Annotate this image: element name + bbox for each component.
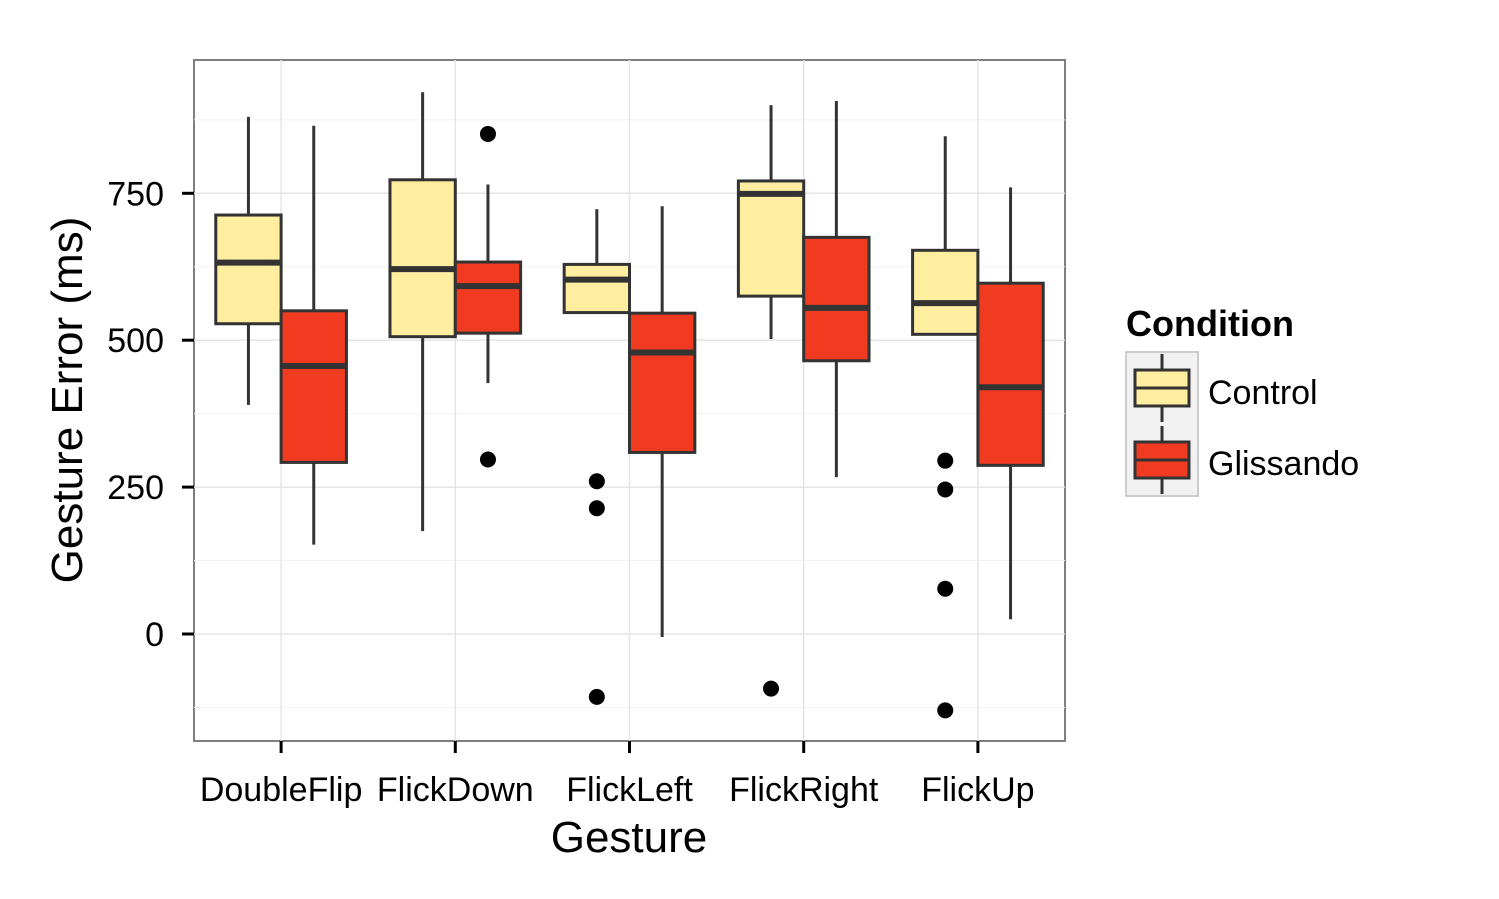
y-axis: 0 250 500 750 (107, 175, 194, 654)
legend-title: Condition (1126, 303, 1294, 344)
legend: Condition Control Glissando (1125, 303, 1359, 497)
box-glissando-flickright (802, 101, 871, 478)
box-body (802, 235, 871, 363)
y-tick-label: 0 (145, 616, 164, 654)
x-tick-label: FlickLeft (566, 771, 693, 809)
box-control-flickright (736, 105, 806, 697)
box-glissando-flickleft (628, 206, 697, 637)
box-control-doubleflip (214, 116, 283, 405)
legend-key-control (1133, 354, 1191, 422)
y-tick-label: 500 (107, 322, 164, 360)
box-control-flickleft (562, 209, 631, 705)
box-glissando-flickdown (453, 125, 523, 468)
legend-key-glissando (1133, 426, 1191, 494)
y-axis-title: Gesture Error (ms) (43, 217, 92, 584)
outlier-point (588, 688, 605, 705)
outlier-point (763, 680, 780, 697)
y-tick-label: 750 (107, 175, 164, 213)
box-glissando-doubleflip (279, 125, 348, 545)
box-body (562, 262, 631, 315)
box-body (628, 311, 697, 454)
box-control-flickdown (388, 92, 457, 532)
y-tick-label: 250 (107, 469, 164, 507)
outlier-point (588, 500, 605, 517)
box-body (279, 309, 348, 464)
box-body (911, 248, 980, 336)
x-tick-label: FlickRight (729, 771, 879, 809)
outlier-point (588, 473, 605, 490)
box-body (976, 281, 1045, 467)
box-body (736, 179, 806, 298)
outlier-point (937, 702, 954, 719)
x-tick-label: DoubleFlip (200, 771, 363, 809)
box-body (214, 213, 283, 326)
box-body (388, 178, 457, 339)
box-plots (214, 92, 1045, 719)
outlier-point (479, 451, 496, 468)
box-glissando-flickup (976, 187, 1045, 620)
outlier-point (479, 125, 496, 142)
x-tick-label: FlickDown (377, 771, 534, 809)
legend-label-control: Control (1208, 374, 1318, 412)
x-tick-label: FlickUp (921, 771, 1034, 809)
x-axis: DoubleFlip FlickDown FlickLeft FlickRight Fl… (200, 741, 1035, 809)
box-control-flickup (911, 136, 980, 719)
outlier-point (937, 452, 954, 469)
outlier-point (937, 580, 954, 597)
box-body (453, 260, 523, 335)
legend-keys (1133, 354, 1191, 494)
x-axis-title: Gesture (551, 813, 708, 862)
outlier-point (937, 481, 954, 498)
legend-label-glissando: Glissando (1208, 445, 1359, 483)
